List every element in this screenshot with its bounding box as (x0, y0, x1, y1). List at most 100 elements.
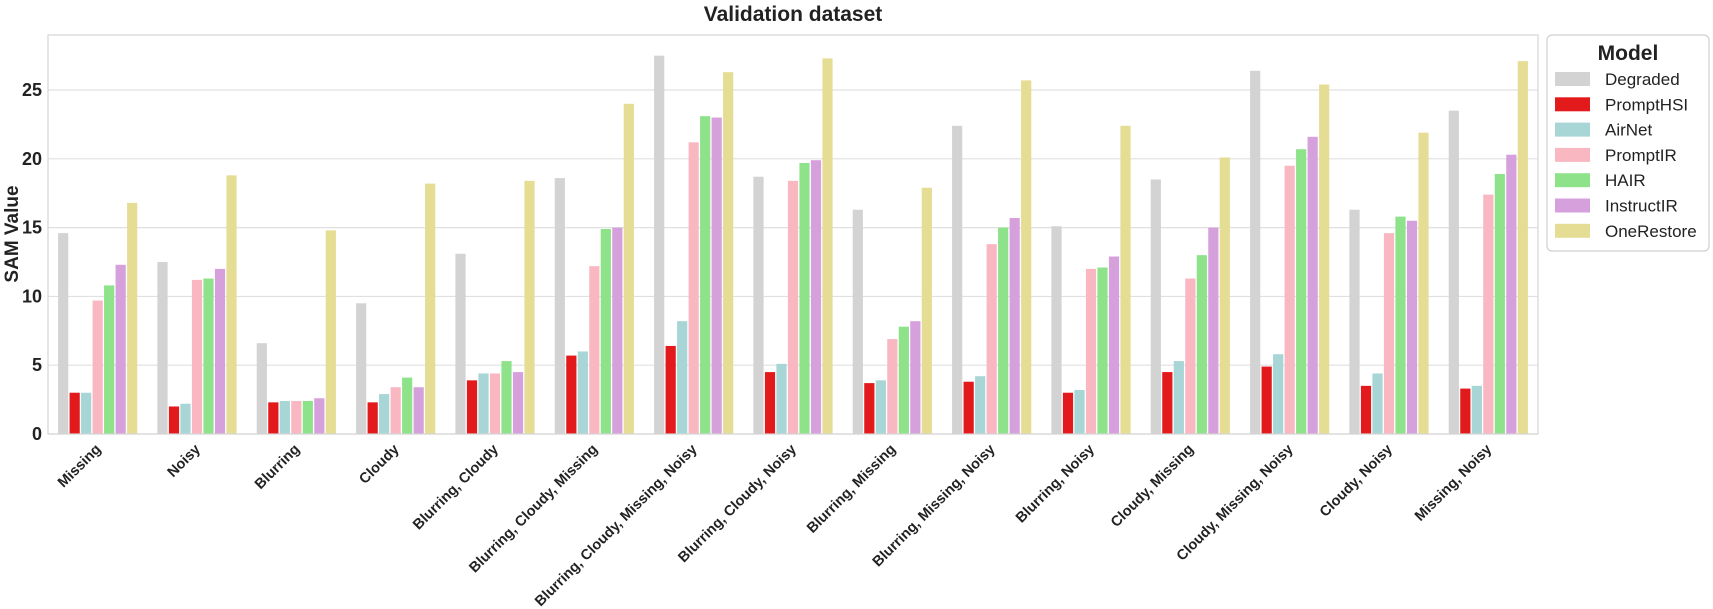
bar-hair-10 (1097, 267, 1108, 434)
bar-prompthsi-13 (1360, 385, 1372, 434)
bar-degraded-0 (58, 233, 69, 434)
bar-hair-4 (501, 361, 512, 434)
legend-swatch-onerestore (1555, 223, 1590, 238)
bar-airnet-3 (379, 394, 390, 434)
bar-prompthsi-1 (168, 406, 180, 434)
bar-prompthsi-2 (268, 402, 279, 434)
bar-instructir-3 (413, 387, 424, 434)
legend-label-prompthsi: PromptHSI (1605, 95, 1688, 114)
bar-onerestore-6 (723, 72, 734, 434)
bar-degraded-11 (1150, 179, 1161, 434)
y-tick-label: 0 (32, 424, 42, 444)
bar-airnet-9 (975, 376, 986, 434)
bar-airnet-2 (279, 400, 290, 434)
bar-degraded-1 (157, 262, 168, 434)
bar-prompthsi-12 (1261, 366, 1272, 434)
bar-instructir-7 (810, 160, 822, 435)
legend-label-degraded: Degraded (1605, 70, 1680, 89)
x-tick-label: Cloudy, Noisy (1317, 442, 1396, 521)
bar-promptir-10 (1085, 268, 1097, 434)
chart-title: Validation dataset (704, 3, 883, 26)
bar-promptir-11 (1185, 278, 1196, 434)
bar-onerestore-13 (1418, 132, 1429, 434)
bar-hair-7 (799, 162, 810, 434)
legend-swatch-promptir (1555, 147, 1590, 162)
bars (58, 55, 1528, 435)
bar-promptir-0 (92, 300, 103, 434)
y-tick-label: 15 (22, 218, 42, 238)
bar-hair-9 (998, 227, 1009, 434)
x-tick-label: Cloudy, Missing (1108, 442, 1197, 531)
bar-degraded-8 (852, 209, 863, 434)
bar-hair-1 (203, 278, 214, 434)
bar-promptir-4 (489, 373, 501, 434)
x-tick-label: Blurring, Missing (804, 442, 899, 537)
bar-prompthsi-7 (764, 372, 776, 434)
y-tick-label: 10 (22, 286, 42, 306)
bar-hair-14 (1494, 173, 1505, 434)
bar-degraded-4 (455, 253, 466, 434)
bar-onerestore-9 (1021, 80, 1032, 435)
bar-degraded-2 (256, 343, 267, 434)
bar-hair-12 (1296, 149, 1307, 435)
legend-swatch-degraded (1555, 72, 1590, 86)
bar-instructir-0 (115, 264, 126, 434)
legend-label-onerestore: OneRestore (1605, 222, 1697, 241)
bar-airnet-12 (1273, 354, 1284, 434)
bar-promptir-5 (589, 266, 600, 434)
bar-onerestore-10 (1120, 125, 1131, 435)
y-axis-label: SAM Value (2, 185, 23, 282)
bar-instructir-5 (612, 227, 623, 434)
bar-promptir-9 (986, 244, 997, 434)
bar-instructir-9 (1009, 217, 1020, 434)
bar-promptir-7 (787, 180, 799, 434)
bar-promptir-8 (887, 339, 898, 434)
bar-airnet-4 (478, 373, 489, 434)
bar-degraded-3 (356, 303, 367, 434)
bar-degraded-5 (554, 178, 565, 434)
bar-instructir-8 (910, 321, 921, 434)
bar-promptir-6 (688, 142, 699, 434)
legend-label-instructir: InstructIR (1605, 197, 1678, 216)
bar-onerestore-12 (1319, 84, 1330, 434)
bar-instructir-10 (1108, 256, 1120, 434)
bar-onerestore-1 (226, 175, 237, 434)
bar-onerestore-7 (822, 58, 833, 435)
x-axis-ticks: Missing Noisy Blurring Cloudy Blurring, Clou… (55, 442, 1495, 609)
bar-hair-3 (402, 377, 413, 434)
bar-prompthsi-0 (69, 392, 80, 434)
bar-instructir-2 (314, 398, 325, 434)
bar-prompthsi-5 (566, 355, 577, 434)
bar-degraded-9 (952, 125, 963, 435)
x-tick-label: Blurring, Cloudy, Noisy (675, 442, 799, 566)
y-tick-label: 20 (22, 149, 42, 169)
bar-prompthsi-9 (963, 381, 974, 434)
bar-degraded-7 (753, 176, 764, 434)
legend-label-airnet: AirNet (1605, 121, 1653, 140)
bar-instructir-13 (1406, 220, 1418, 434)
x-tick-label: Blurring, Cloudy (410, 442, 502, 534)
bar-onerestore-8 (921, 187, 932, 434)
legend-swatch-hair (1555, 173, 1590, 188)
bar-instructir-4 (512, 372, 524, 434)
x-tick-label: Blurring, Cloudy, Missing, Noisy (532, 442, 700, 609)
legend-box (1546, 34, 1710, 252)
x-tick-label: Cloudy (356, 442, 402, 488)
bar-airnet-10 (1074, 389, 1085, 434)
bar-degraded-14 (1448, 110, 1459, 434)
bar-hair-13 (1395, 216, 1406, 434)
bar-prompthsi-10 (1062, 392, 1074, 434)
bar-instructir-12 (1307, 136, 1318, 435)
bar-degraded-12 (1250, 70, 1261, 435)
bar-instructir-14 (1506, 154, 1517, 434)
legend-swatch-airnet (1555, 122, 1590, 137)
bar-prompthsi-8 (864, 383, 875, 434)
bar-airnet-6 (677, 321, 688, 434)
x-tick-label: Blurring (252, 442, 303, 493)
bar-airnet-7 (776, 363, 787, 434)
bar-prompthsi-4 (466, 380, 478, 434)
bar-promptir-12 (1284, 165, 1295, 434)
y-axis-ticks: 0 5 10 15 20 25 (22, 80, 42, 444)
x-tick-label: Blurring, Noisy (1013, 442, 1098, 527)
legend: Model Degraded PromptHSI AirNet PromptIR HAI… (1546, 34, 1710, 252)
